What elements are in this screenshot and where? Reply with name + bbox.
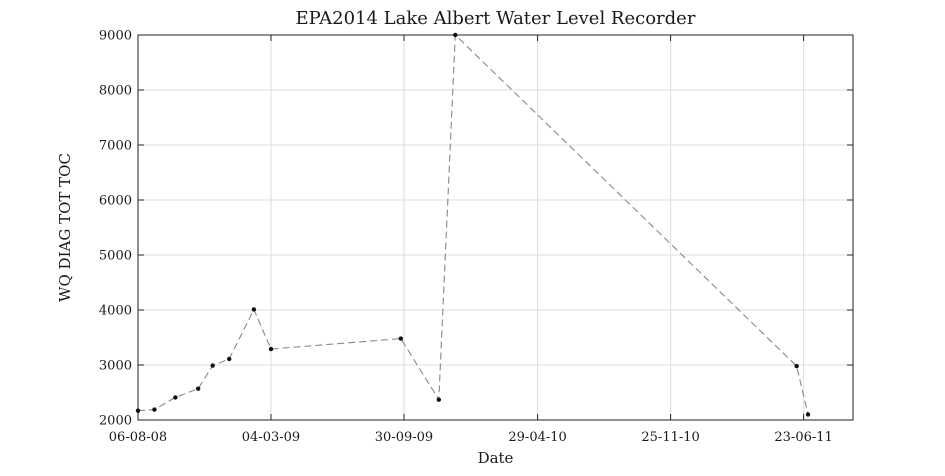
y-tick-label: 6000: [99, 194, 132, 209]
y-tick-label: 8000: [99, 84, 132, 99]
axis-ticks: 2000 3000 4000 5000 6000 7000 8000 9000 06-08-08…: [99, 29, 853, 445]
x-tick-label: 04-03-09: [242, 430, 300, 445]
x-tick-label: 30-09-09: [375, 430, 433, 445]
y-tick-label: 3000: [99, 359, 132, 374]
chart-title: EPA2014 Lake Albert Water Level Recorder: [296, 8, 696, 29]
y-tick-label: 9000: [99, 29, 132, 44]
y-axis-label: WQ DIAG TOT TOC: [56, 153, 74, 302]
series: [135, 32, 811, 417]
y-tick-label: 2000: [99, 414, 132, 429]
data-point: [135, 408, 141, 413]
data-point: [268, 346, 274, 352]
data-point: [210, 363, 215, 368]
y-tick-label: 4000: [99, 304, 132, 319]
data-point: [398, 336, 404, 341]
y-tick-label: 7000: [99, 139, 132, 154]
series-line: [137, 33, 809, 415]
data-point: [436, 397, 442, 402]
x-axis-label: Date: [478, 449, 514, 467]
grid: [137, 34, 853, 421]
data-point: [251, 307, 257, 312]
data-point: [173, 395, 178, 400]
data-point: [805, 412, 811, 417]
data-point: [152, 407, 157, 412]
data-point: [794, 363, 799, 369]
x-tick-label: 23-06-11: [774, 430, 832, 445]
x-tick-label: 06-08-08: [109, 430, 167, 445]
data-point: [226, 356, 232, 362]
x-tick-label: 25-11-10: [641, 430, 699, 445]
data-point: [453, 32, 458, 38]
plot-area-frame: [137, 34, 854, 421]
x-tick-label: 29-04-10: [508, 430, 566, 445]
y-tick-label: 5000: [99, 249, 132, 264]
data-point: [195, 386, 201, 391]
